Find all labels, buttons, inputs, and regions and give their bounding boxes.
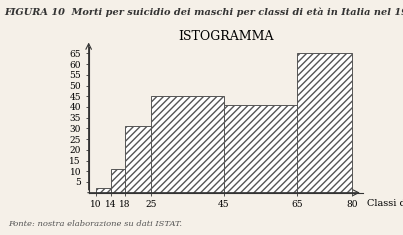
Text: FIGURA 10  Morti per suicidio dei maschi per classi di età in Italia nel 1994. V: FIGURA 10 Morti per suicidio dei maschi …: [4, 7, 403, 16]
Text: Classi di età: Classi di età: [367, 199, 403, 208]
Bar: [151, 96, 224, 193]
Text: Fonte: nostra elaborazione su dati ISTAT.: Fonte: nostra elaborazione su dati ISTAT…: [8, 220, 182, 228]
Title: ISTOGRAMMA: ISTOGRAMMA: [178, 30, 273, 43]
Bar: [125, 126, 151, 193]
Bar: [110, 169, 125, 193]
Bar: [96, 188, 110, 193]
Bar: [224, 105, 297, 193]
Bar: [297, 53, 352, 193]
